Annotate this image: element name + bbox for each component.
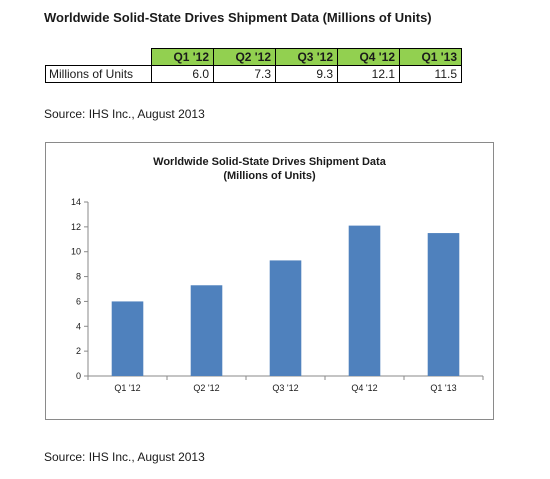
bar <box>111 301 144 376</box>
column-header: Q4 '12 <box>337 48 400 66</box>
x-tick-label: Q1 '12 <box>114 383 140 393</box>
table-row: Millions of Units 6.0 7.3 9.3 12.1 11.5 <box>45 65 462 83</box>
bar <box>427 233 460 376</box>
source-note-bottom: Source: IHS Inc., August 2013 <box>44 450 205 464</box>
column-header: Q1 '13 <box>399 48 462 66</box>
y-tick-label: 6 <box>76 296 81 306</box>
table-cell: 6.0 <box>151 65 214 83</box>
y-tick-label: 2 <box>76 346 81 356</box>
row-label: Millions of Units <box>45 65 152 83</box>
bar-chart: 0 2 4 6 8 10 12 14 Q1 '12 Q2 '12 Q3 '12 Q4 '12 Q1 '1… <box>71 197 484 393</box>
shipment-data-table: Q1 '12 Q2 '12 Q3 '12 Q4 '12 Q1 '13 Milli… <box>45 48 462 83</box>
table-cell: 11.5 <box>399 65 462 83</box>
x-tick-label: Q1 '13 <box>430 383 456 393</box>
page-title: Worldwide Solid-State Drives Shipment Da… <box>44 10 432 25</box>
table-cell: 7.3 <box>213 65 276 83</box>
x-tick-label: Q3 '12 <box>272 383 298 393</box>
chart-frame: Worldwide Solid-State Drives Shipment Da… <box>45 142 494 420</box>
chart-title: Worldwide Solid-State Drives Shipment Da… <box>46 155 493 183</box>
bar <box>269 260 302 376</box>
chart-title-line-2: (Millions of Units) <box>223 170 316 182</box>
table-header-row: Q1 '12 Q2 '12 Q3 '12 Q4 '12 Q1 '13 <box>45 48 462 66</box>
bar <box>348 225 381 376</box>
table-cell: 12.1 <box>337 65 400 83</box>
y-tick-label: 4 <box>76 321 81 331</box>
bar <box>190 285 223 376</box>
column-header: Q1 '12 <box>151 48 214 66</box>
chart-title-line-1: Worldwide Solid-State Drives Shipment Da… <box>153 156 386 168</box>
y-tick-label: 10 <box>71 247 81 257</box>
y-tick-label: 14 <box>71 197 81 207</box>
x-tick-label: Q4 '12 <box>351 383 377 393</box>
column-header: Q2 '12 <box>213 48 276 66</box>
y-tick-label: 8 <box>76 272 81 282</box>
source-note-top: Source: IHS Inc., August 2013 <box>44 107 205 121</box>
x-tick-label: Q2 '12 <box>193 383 219 393</box>
table-cell: 9.3 <box>275 65 338 83</box>
y-tick-label: 0 <box>76 371 81 381</box>
column-header: Q3 '12 <box>275 48 338 66</box>
y-tick-label: 12 <box>71 222 81 232</box>
table-corner-cell <box>45 48 152 66</box>
